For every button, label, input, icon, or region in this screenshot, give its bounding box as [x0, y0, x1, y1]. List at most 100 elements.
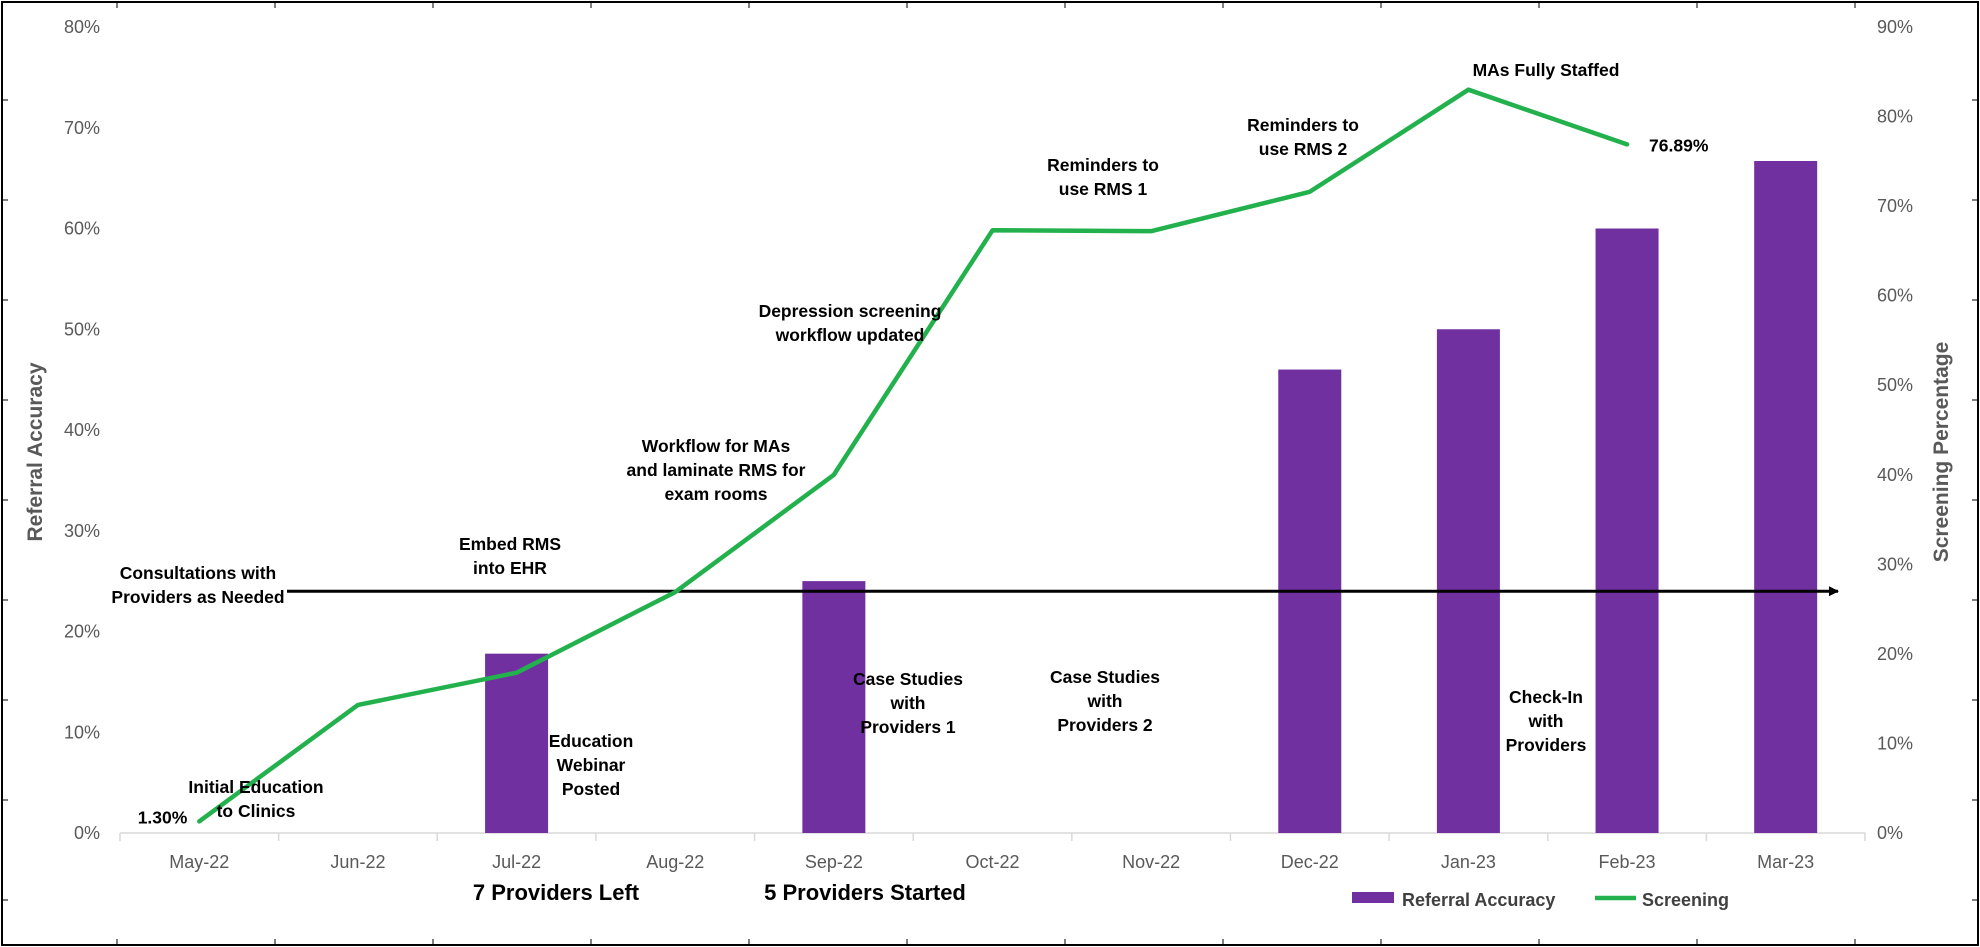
annotation-education-webinar: Education Webinar Posted — [549, 731, 634, 799]
data-label-last: 76.89% — [1649, 135, 1709, 155]
annotation-reminders-2: Reminders to use RMS 2 — [1247, 115, 1359, 159]
y2-tick-label: 0% — [1877, 823, 1903, 843]
annotation-depression-screening: Depression screening workflow updated — [759, 301, 942, 345]
annotation-embed-rms: Embed RMS into EHR — [459, 534, 561, 578]
consultations-label-line: Providers as Needed — [111, 587, 284, 607]
annotation-workflow-mas-line: and laminate RMS for — [627, 460, 806, 480]
note-providers-left: 7 Providers Left — [473, 880, 640, 905]
y-tick-label: 10% — [64, 722, 100, 742]
annotation-case-studies-1: Case Studies with Providers 1 — [853, 669, 963, 737]
screening-point — [833, 474, 835, 476]
annotation-check-in-line: with — [1528, 711, 1564, 731]
annotation-case-studies-1-line: Providers 1 — [860, 717, 956, 737]
annotation-reminders-1-line: Reminders to — [1047, 155, 1159, 175]
y2-tick-label: 40% — [1877, 465, 1913, 485]
annotation-education-webinar-line: Posted — [562, 779, 620, 799]
annotation-education-webinar-line: Webinar — [557, 755, 626, 775]
annotation-reminders-1: Reminders to use RMS 1 — [1047, 155, 1159, 199]
y-tick-label: 30% — [64, 521, 100, 541]
x-tick-label: Sep-22 — [805, 852, 863, 872]
y2-tick-label: 60% — [1877, 286, 1913, 306]
annotation-check-in-line: Check-In — [1509, 687, 1583, 707]
x-tick-label: Jun-22 — [330, 852, 385, 872]
legend-label-bar: Referral Accuracy — [1402, 890, 1555, 910]
y2-tick-label: 50% — [1877, 375, 1913, 395]
y2-tick-label: 70% — [1877, 196, 1913, 216]
x-tick-label: Nov-22 — [1122, 852, 1180, 872]
annotation-reminders-2-line: Reminders to — [1247, 115, 1359, 135]
x-tick-label: Jan-23 — [1441, 852, 1496, 872]
screening-point — [516, 672, 518, 674]
consultations-label-line: Consultations with — [120, 563, 277, 583]
y-tick-label: 80% — [64, 17, 100, 37]
y2-tick-label: 10% — [1877, 733, 1913, 753]
y2-tick-label: 30% — [1877, 554, 1913, 574]
annotation-reminders-1-line: use RMS 1 — [1059, 179, 1148, 199]
annotation-mas-fully-staffed-line: MAs Fully Staffed — [1473, 60, 1620, 80]
consultations-label: Consultations with Providers as Needed — [111, 563, 284, 607]
x-tick-label: Jul-22 — [492, 852, 541, 872]
y2-axis-title: Screening Percentage — [1930, 342, 1953, 563]
annotation-depression-screening-line: workflow updated — [775, 325, 925, 345]
bar — [1436, 329, 1500, 833]
note-providers-started: 5 Providers Started — [764, 880, 966, 905]
annotation-case-studies-2: Case Studies with Providers 2 — [1050, 667, 1160, 735]
annotation-check-in: Check-In with Providers — [1506, 687, 1587, 755]
legend-label-line: Screening — [1642, 890, 1729, 910]
annotation-education-webinar-line: Education — [549, 731, 634, 751]
annotation-mas-fully-staffed: MAs Fully Staffed — [1473, 60, 1620, 80]
screening-point — [1467, 89, 1469, 91]
y-tick-label: 50% — [64, 319, 100, 339]
x-tick-label: Feb-23 — [1599, 852, 1656, 872]
annotation-reminders-2-line: use RMS 2 — [1259, 139, 1348, 159]
data-label-first: 1.30% — [138, 807, 188, 827]
annotation-depression-screening-line: Depression screening — [759, 301, 942, 321]
y-tick-label: 60% — [64, 219, 100, 239]
annotation-check-in-line: Providers — [1506, 735, 1587, 755]
screening-point — [674, 591, 676, 593]
annotation-initial-education-line: Initial Education — [188, 777, 323, 797]
bar — [802, 581, 866, 833]
screening-point — [357, 704, 359, 706]
screening-point — [1150, 230, 1152, 232]
y-tick-label: 70% — [64, 118, 100, 138]
screening-point — [1626, 143, 1628, 145]
y-tick-label: 0% — [74, 823, 100, 843]
annotation-workflow-mas-line: Workflow for MAs — [642, 436, 791, 456]
bar — [1278, 369, 1342, 833]
screening-point — [198, 820, 200, 822]
screening-point — [1309, 191, 1311, 193]
annotation-initial-education-line: to Clinics — [217, 801, 296, 821]
annotation-workflow-mas-line: exam rooms — [664, 484, 767, 504]
annotation-case-studies-2-line: Case Studies — [1050, 667, 1160, 687]
x-tick-label: Mar-23 — [1757, 852, 1814, 872]
annotation-embed-rms-line: into EHR — [473, 558, 547, 578]
legend-swatch-bar — [1352, 892, 1394, 903]
x-tick-label: Oct-22 — [965, 852, 1019, 872]
y-axis-title: Referral Accuracy — [24, 362, 47, 541]
bar — [485, 653, 549, 833]
annotation-case-studies-1-line: with — [890, 693, 926, 713]
y2-tick-label: 90% — [1877, 17, 1913, 37]
y-tick-label: 20% — [64, 622, 100, 642]
y2-tick-label: 80% — [1877, 107, 1913, 127]
screening-point — [992, 229, 993, 231]
screening-line — [197, 87, 1630, 824]
x-tick-label: May-22 — [169, 852, 229, 872]
bar — [1754, 160, 1818, 833]
y-tick-label: 40% — [64, 420, 100, 440]
bar — [1595, 228, 1659, 833]
annotation-case-studies-2-line: Providers 2 — [1057, 715, 1153, 735]
annotation-case-studies-1-line: Case Studies — [853, 669, 963, 689]
annotation-initial-education: Initial Education to Clinics — [188, 777, 323, 821]
x-tick-label: Aug-22 — [646, 852, 704, 872]
x-tick-label: Dec-22 — [1281, 852, 1339, 872]
annotation-workflow-mas: Workflow for MAs and laminate RMS for exam… — [627, 436, 806, 504]
annotation-embed-rms-line: Embed RMS — [459, 534, 561, 554]
y2-tick-label: 20% — [1877, 644, 1913, 664]
annotation-case-studies-2-line: with — [1087, 691, 1123, 711]
